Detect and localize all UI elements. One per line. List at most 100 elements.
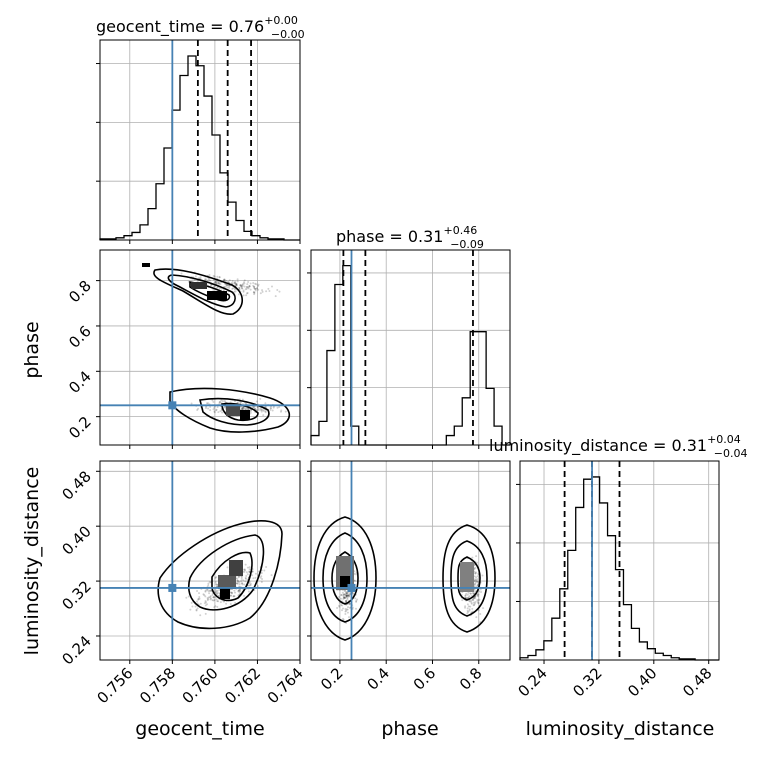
scatter-point <box>243 594 246 597</box>
scatter-point <box>206 597 209 600</box>
scatter-point <box>230 281 233 284</box>
scatter-point <box>474 583 477 586</box>
scatter-point <box>237 580 240 583</box>
scatter-point <box>474 566 477 569</box>
scatter-point <box>468 595 471 598</box>
scatter-point <box>260 408 263 411</box>
scatter-point <box>249 411 252 414</box>
contour-phase-distance-right-inner <box>457 556 481 601</box>
scatter-point <box>245 575 248 578</box>
scatter-point <box>218 276 221 279</box>
scatter-point <box>475 616 478 619</box>
scatter-point <box>243 570 246 573</box>
scatter-point <box>472 598 475 601</box>
scatter-point <box>216 600 219 603</box>
scatter-point <box>348 606 351 609</box>
xlabel-luminosity-distance: luminosity_distance <box>526 718 715 740</box>
scatter-point <box>233 595 236 598</box>
scatter-point <box>191 605 194 608</box>
scatter-point <box>238 589 241 592</box>
scatter-point <box>195 608 198 611</box>
scatter-point <box>231 287 234 290</box>
scatter-point <box>476 585 479 588</box>
scatter-point <box>355 600 358 603</box>
scatter-point <box>207 598 210 601</box>
scatter-point <box>340 597 343 600</box>
scatter-point <box>248 568 251 571</box>
xtick-label-phase-0: 0.2 <box>317 664 347 694</box>
xtick-label-geocent_time-4: 0.764 <box>264 664 307 707</box>
contour-phase-distance-right-mid <box>450 540 488 617</box>
scatter-point <box>246 407 249 410</box>
ytick-label-phase-2: 0.6 <box>65 322 95 352</box>
scatter-point <box>477 602 480 605</box>
scatter-point <box>253 287 256 290</box>
scatter-point <box>468 600 471 603</box>
scatter-point <box>214 588 217 591</box>
scatter-point <box>476 581 479 584</box>
scatter-point <box>253 291 256 294</box>
scatter-point <box>219 410 222 413</box>
scatter-point <box>262 409 265 412</box>
scatter-point <box>340 604 343 607</box>
scatter-point <box>344 599 347 602</box>
scatter-point <box>212 599 215 602</box>
scatter-point <box>233 281 236 284</box>
scatter-point <box>264 411 267 414</box>
scatter-point <box>464 594 467 597</box>
scatter-point <box>229 591 232 594</box>
histogram-geocent_time <box>99 55 300 241</box>
scatter-point <box>242 407 245 410</box>
scatter-point <box>345 591 348 594</box>
scatter-point <box>476 600 479 603</box>
scatter-point <box>215 409 218 412</box>
scatter-point <box>234 282 237 285</box>
scatter-point <box>218 402 221 405</box>
scatter-point <box>243 285 246 288</box>
scatter-point <box>246 283 249 286</box>
scatter-point <box>340 594 343 597</box>
scatter-point <box>340 593 343 596</box>
scatter-point <box>263 569 266 572</box>
scatter-point <box>228 284 231 287</box>
contour-geocent-phase-upper-inner <box>189 281 231 302</box>
scatter-point <box>217 282 220 285</box>
scatter-point <box>241 398 244 401</box>
scatter-point <box>195 600 198 603</box>
scatter-point <box>261 408 264 411</box>
scatter-point <box>345 609 348 612</box>
scatter-point <box>479 588 482 591</box>
density-peak-upper <box>207 291 227 300</box>
scatter-point <box>212 274 215 277</box>
scatter-point <box>237 589 240 592</box>
scatter-point <box>233 589 236 592</box>
scatter-point <box>224 401 227 404</box>
scatter-point <box>204 595 207 598</box>
scatter-point <box>255 287 258 290</box>
scatter-point <box>225 284 228 287</box>
scatter-point <box>261 290 264 293</box>
scatter-point <box>236 582 239 585</box>
scatter-point <box>473 578 476 581</box>
scatter-point <box>341 617 344 620</box>
scatter-point <box>347 594 350 597</box>
scatter-point <box>259 397 262 400</box>
scatter-point <box>249 409 252 412</box>
xtick-label-geocent_time-1: 0.758 <box>136 664 179 707</box>
scatter-point <box>180 272 183 275</box>
scatter-point <box>204 590 207 593</box>
xtick-label-phase-3: 0.8 <box>456 664 486 694</box>
scatter-point <box>252 281 255 284</box>
scatter-point <box>190 601 193 604</box>
scatter-point <box>216 585 219 588</box>
scatter-point <box>481 574 484 577</box>
scatter-point <box>472 601 475 604</box>
scatter-point <box>260 580 263 583</box>
scatter-point <box>248 570 251 573</box>
scatter-point <box>257 409 260 412</box>
scatter-point <box>345 595 348 598</box>
scatter-point <box>468 609 471 612</box>
scatter-point <box>222 600 225 603</box>
scatter-point <box>217 600 220 603</box>
scatter-point <box>206 402 209 405</box>
